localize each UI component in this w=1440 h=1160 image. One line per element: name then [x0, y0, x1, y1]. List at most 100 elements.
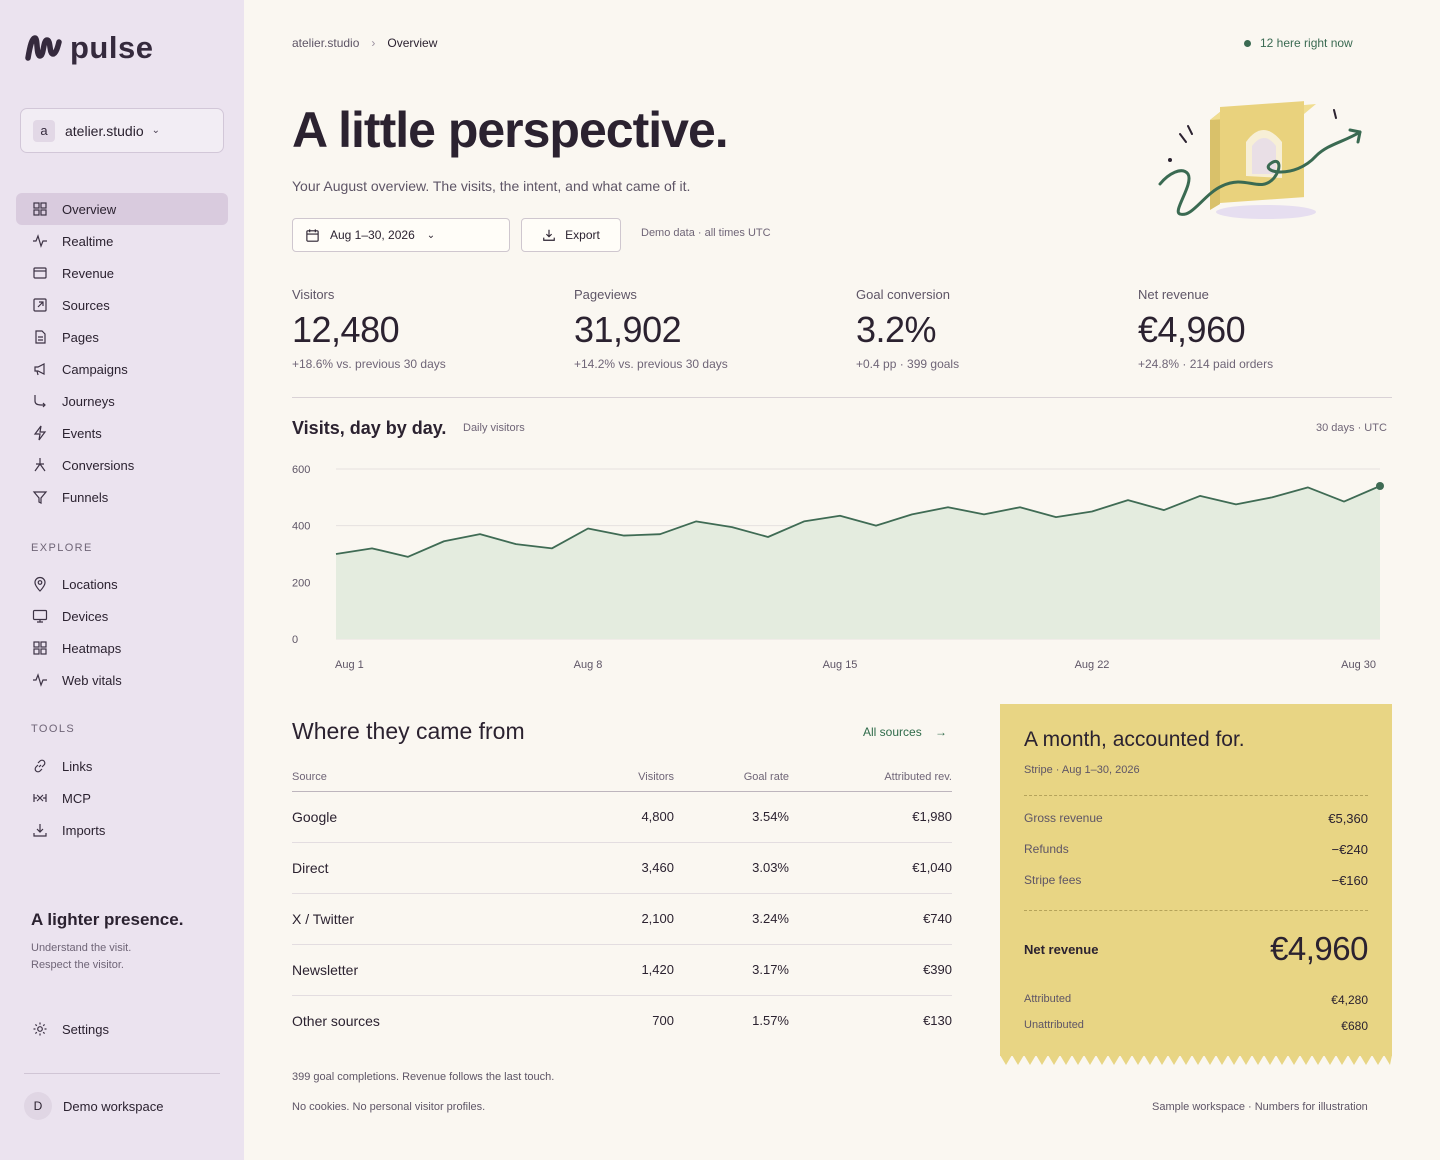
sidebar-item-label: Funnels [62, 489, 109, 505]
live-dot-icon [1244, 39, 1251, 47]
sidebar-item-devices[interactable]: Devices [16, 600, 228, 632]
y-tick-label: 600 [292, 464, 310, 476]
download-icon [543, 229, 555, 241]
sidebar-item-label: Imports [62, 822, 106, 838]
user-name: Demo workspace [63, 1098, 164, 1114]
card-icon [33, 267, 47, 279]
net-revenue-label: Net revenue [1024, 941, 1099, 957]
source-visitors: 2,100 [554, 893, 674, 945]
source-name: Google [292, 791, 554, 843]
sidebar-item-realtime[interactable]: Realtime [16, 225, 228, 257]
sidebar-item-label: Sources [62, 297, 110, 313]
gear-icon [33, 1022, 47, 1036]
external-link-icon [33, 298, 47, 312]
breadcrumb-current: Overview [387, 36, 438, 50]
date-range-value: Aug 1–30, 2026 [330, 228, 415, 242]
sidebar-item-label: Journeys [62, 393, 115, 409]
source-revenue: €740 [789, 893, 952, 945]
kpi-goal-conversion: Goal conversion 3.2% +0.4 pp · 399 goals [856, 287, 1116, 371]
chart-range: 30 days · UTC [1316, 422, 1387, 434]
sidebar-item-settings[interactable]: Settings [16, 1013, 228, 1045]
sidebar-item-events[interactable]: Events [16, 417, 228, 449]
sidebar-item-overview[interactable]: Overview [16, 193, 228, 225]
section-title-explore: EXPLORE [31, 542, 93, 554]
chevron-down-icon: ⌄ [151, 125, 160, 136]
explore-nav: Locations Devices Heatmaps Web vitals [16, 568, 228, 696]
kpi-divider [292, 397, 1392, 398]
sidebar-item-mcp[interactable]: MCP [16, 782, 228, 814]
receipt-line-value: €680 [1341, 1019, 1368, 1033]
sidebar-item-funnels[interactable]: Funnels [16, 481, 228, 513]
x-tick-label: Aug 15 [823, 659, 858, 671]
page-title: A little perspective. [292, 102, 729, 158]
receipt-torn-edge [1000, 1055, 1392, 1065]
user-menu[interactable]: D Demo workspace [24, 1092, 163, 1120]
all-sources-label: All sources [863, 725, 922, 739]
tools-nav: Links MCP Imports [16, 750, 228, 846]
source-revenue: €130 [923, 1013, 952, 1029]
sidebar-item-locations[interactable]: Locations [16, 568, 228, 600]
x-tick-label: Aug 22 [1075, 659, 1110, 671]
sidebar-item-label: Realtime [62, 233, 114, 249]
receipt-divider [1024, 795, 1368, 796]
app-logo[interactable]: pulse [24, 30, 153, 66]
table-header-row: Source Visitors Goal rate Attributed rev… [292, 764, 952, 792]
main-nav: Overview Realtime Revenue Sources Pages … [16, 193, 228, 513]
avatar: D [24, 1092, 52, 1120]
pulse-icon [33, 234, 47, 248]
source-revenue: €1,040 [789, 842, 952, 894]
sidebar-item-revenue[interactable]: Revenue [16, 257, 228, 289]
receipt-title: A month, accounted for. [1024, 728, 1245, 751]
footer-note: Sample workspace · Numbers for illustrat… [1152, 1101, 1368, 1113]
source-name: Other sources [292, 1012, 380, 1029]
sidebar-item-campaigns[interactable]: Campaigns [16, 353, 228, 385]
receipt-line-gross: Gross revenue €5,360 [1024, 811, 1368, 826]
all-sources-link[interactable]: All sources → [863, 725, 947, 739]
sidebar-item-heatmaps[interactable]: Heatmaps [16, 632, 228, 664]
live-visitors-text: 12 here right now [1260, 36, 1353, 50]
sidebar-item-web-vitals[interactable]: Web vitals [16, 664, 228, 696]
receipt-line-value: €5,360 [1328, 811, 1368, 826]
kpi-label: Pageviews [574, 287, 637, 302]
table-row[interactable]: Google 4,800 3.54% €1,980 [292, 791, 952, 843]
table-row[interactable]: Other sources 700 1.57% €130 [292, 995, 952, 1046]
source-visitors: 700 [652, 1013, 674, 1029]
sidebar-item-pages[interactable]: Pages [16, 321, 228, 353]
live-visitors[interactable]: 12 here right now [1244, 36, 1353, 50]
app-name: pulse [70, 30, 154, 65]
sidebar-item-journeys[interactable]: Journeys [16, 385, 228, 417]
mcp-icon [33, 794, 47, 802]
sidebar-item-label: Heatmaps [62, 640, 122, 656]
date-range-picker[interactable]: Aug 1–30, 2026 ⌄ [292, 218, 510, 252]
breadcrumb: atelier.studio › Overview [292, 36, 437, 50]
table-row[interactable]: X / Twitter 2,100 3.24% €740 [292, 893, 952, 945]
promo-title: A lighter presence. [31, 910, 184, 929]
source-goal-rate: 1.57% [752, 1013, 789, 1029]
source-visitors: 3,460 [554, 842, 674, 894]
table-row[interactable]: Direct 3,460 3.03% €1,040 [292, 842, 952, 894]
receipt-line-label: Refunds [1024, 842, 1069, 856]
sidebar-item-links[interactable]: Links [16, 750, 228, 782]
kpi-label: Visitors [292, 287, 335, 302]
sidebar-item-label: Conversions [62, 457, 135, 473]
receipt-divider [1024, 910, 1368, 911]
source-goal-rate: 3.54% [674, 791, 789, 843]
column-header: Visitors [554, 764, 674, 792]
conversion-icon [34, 458, 46, 472]
sidebar-item-imports[interactable]: Imports [16, 814, 228, 846]
page-subtitle: Your August overview. The visits, the in… [292, 178, 691, 194]
kpi-delta: +0.4 pp · 399 goals [856, 357, 960, 371]
sidebar-item-label: Links [62, 758, 93, 774]
table-row[interactable]: Newsletter 1,420 3.17% €390 [292, 944, 952, 996]
receipt-subtitle: Stripe · Aug 1–30, 2026 [1024, 764, 1140, 776]
sidebar-item-conversions[interactable]: Conversions [16, 449, 228, 481]
y-tick-label: 400 [292, 521, 310, 533]
workspace-switcher[interactable]: a atelier.studio ⌄ [20, 108, 224, 153]
settings-nav: Settings [16, 1013, 228, 1045]
breadcrumb-root[interactable]: atelier.studio [292, 36, 360, 50]
receipt-line-fees: Stripe fees −€160 [1024, 873, 1368, 888]
sidebar-item-label: Pages [62, 329, 99, 345]
export-button[interactable]: Export [521, 218, 621, 252]
sidebar-item-sources[interactable]: Sources [16, 289, 228, 321]
page-icon [35, 330, 46, 344]
